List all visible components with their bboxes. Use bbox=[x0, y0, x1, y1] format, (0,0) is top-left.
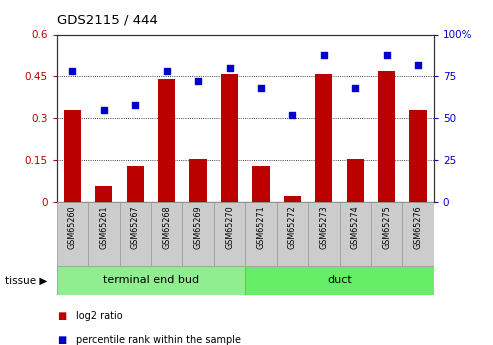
Text: GSM65269: GSM65269 bbox=[194, 205, 203, 249]
Bar bbox=[284, 196, 301, 202]
Bar bbox=[158, 79, 176, 202]
Point bbox=[69, 69, 76, 74]
Text: GSM65275: GSM65275 bbox=[382, 205, 391, 249]
Text: GSM65261: GSM65261 bbox=[99, 205, 108, 248]
Point bbox=[320, 52, 328, 57]
Bar bbox=[277, 202, 308, 266]
Bar bbox=[347, 159, 364, 202]
Bar bbox=[245, 266, 434, 295]
Bar bbox=[371, 202, 402, 266]
Bar bbox=[88, 202, 119, 266]
Point bbox=[414, 62, 422, 67]
Bar bbox=[57, 202, 88, 266]
Bar bbox=[64, 110, 81, 202]
Text: GSM65274: GSM65274 bbox=[351, 205, 360, 249]
Bar bbox=[189, 159, 207, 202]
Text: GDS2115 / 444: GDS2115 / 444 bbox=[57, 14, 158, 27]
Point bbox=[352, 85, 359, 91]
Bar bbox=[57, 266, 245, 295]
Bar bbox=[214, 202, 246, 266]
Point bbox=[194, 79, 202, 84]
Text: ■: ■ bbox=[57, 311, 66, 321]
Bar bbox=[127, 166, 144, 202]
Bar bbox=[410, 110, 427, 202]
Text: terminal end bud: terminal end bud bbox=[103, 275, 199, 285]
Text: GSM65268: GSM65268 bbox=[162, 205, 171, 248]
Point bbox=[383, 52, 390, 57]
Bar bbox=[245, 202, 277, 266]
Point bbox=[288, 112, 296, 118]
Point bbox=[257, 85, 265, 91]
Bar bbox=[308, 202, 340, 266]
Point bbox=[131, 102, 139, 108]
Text: GSM65272: GSM65272 bbox=[288, 205, 297, 249]
Bar bbox=[119, 202, 151, 266]
Bar bbox=[182, 202, 214, 266]
Text: GSM65267: GSM65267 bbox=[131, 205, 140, 249]
Bar bbox=[221, 73, 238, 202]
Bar bbox=[151, 202, 182, 266]
Text: duct: duct bbox=[327, 275, 352, 285]
Bar bbox=[402, 202, 434, 266]
Text: log2 ratio: log2 ratio bbox=[76, 311, 123, 321]
Text: GSM65260: GSM65260 bbox=[68, 205, 77, 248]
Text: GSM65276: GSM65276 bbox=[414, 205, 423, 249]
Bar bbox=[340, 202, 371, 266]
Point bbox=[163, 69, 171, 74]
Bar bbox=[95, 187, 112, 202]
Text: ■: ■ bbox=[57, 335, 66, 345]
Text: GSM65271: GSM65271 bbox=[256, 205, 266, 249]
Text: GSM65273: GSM65273 bbox=[319, 205, 328, 249]
Bar bbox=[315, 73, 332, 202]
Bar bbox=[252, 166, 270, 202]
Text: tissue ▶: tissue ▶ bbox=[5, 275, 47, 285]
Point bbox=[226, 65, 234, 71]
Text: GSM65270: GSM65270 bbox=[225, 205, 234, 249]
Bar bbox=[378, 71, 395, 202]
Text: percentile rank within the sample: percentile rank within the sample bbox=[76, 335, 242, 345]
Point bbox=[100, 107, 108, 112]
